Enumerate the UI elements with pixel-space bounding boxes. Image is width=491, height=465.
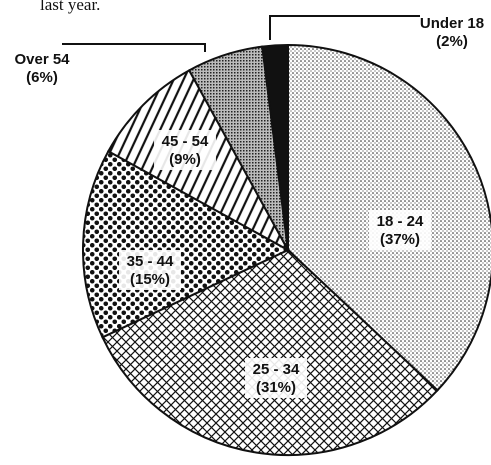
pie-slice: [82, 149, 291, 339]
label-box: [245, 358, 307, 398]
slice-value-label: (6%): [26, 69, 58, 86]
label-box: [11, 48, 73, 88]
slice-label: Over 54: [14, 51, 70, 68]
slice-value-label: (15%): [130, 271, 170, 288]
label-box: [154, 130, 216, 170]
slice-label: 18 - 24: [377, 213, 424, 230]
slice-value-label: (37%): [380, 231, 420, 248]
leader-line: [269, 15, 420, 40]
label-box: [119, 250, 181, 290]
pie-slice: [261, 43, 289, 251]
leader-line: [62, 43, 206, 52]
pie-slice: [101, 248, 439, 456]
slice-label: 25 - 34: [253, 361, 300, 378]
slice-label: 45 - 54: [162, 133, 209, 150]
slice-value-label: (2%): [436, 33, 468, 50]
slice-label: Under 18: [420, 15, 484, 32]
label-box: [369, 210, 431, 250]
slice-value-label: (31%): [256, 379, 296, 396]
label-box: [421, 12, 483, 52]
slice-value-label: (9%): [169, 151, 201, 168]
chart-title: last year.: [40, 0, 100, 14]
slice-label: 35 - 44: [127, 253, 174, 270]
